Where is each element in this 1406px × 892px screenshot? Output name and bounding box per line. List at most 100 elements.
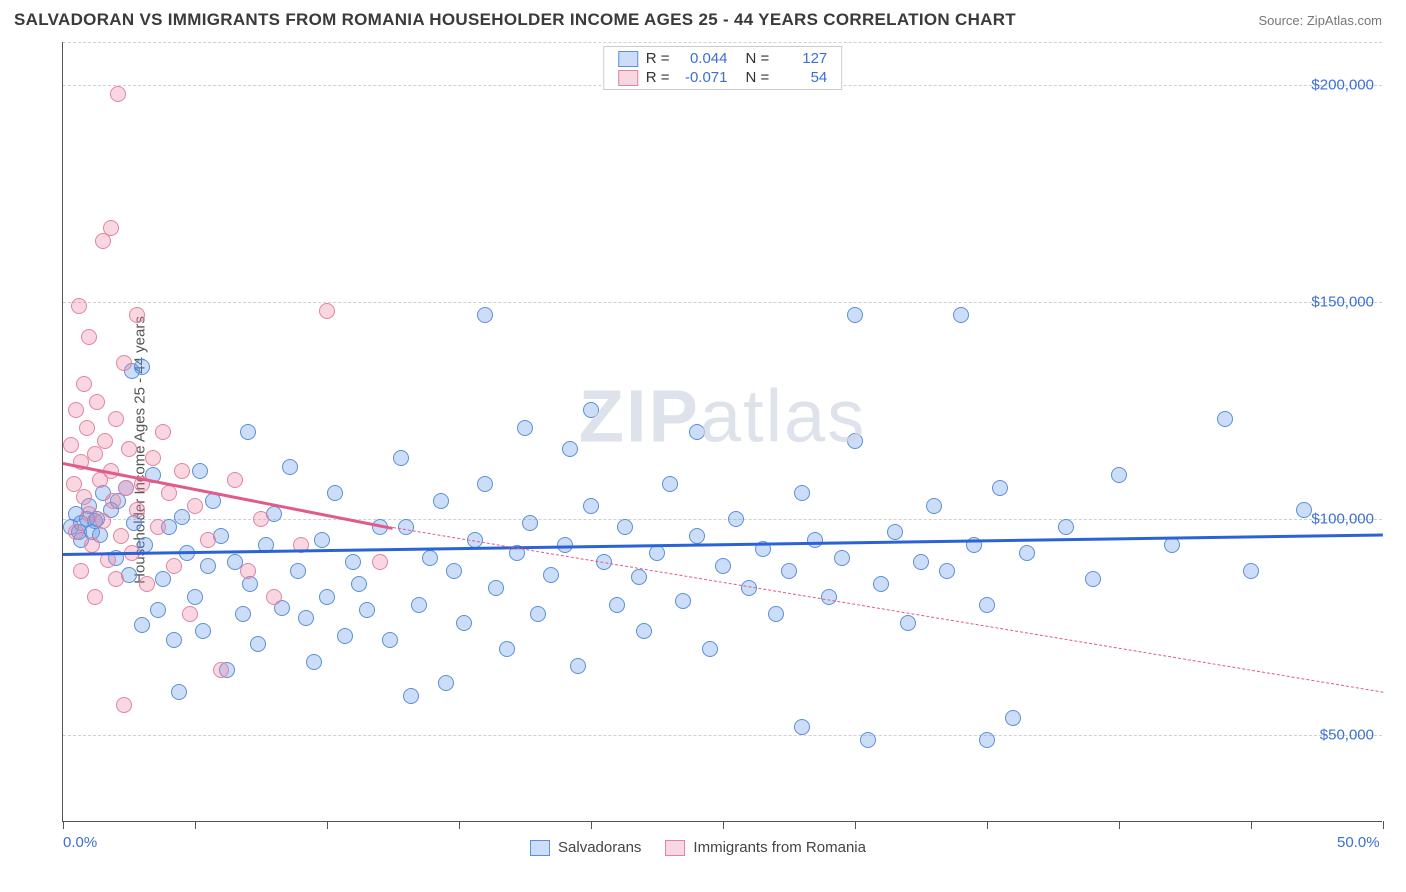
data-point xyxy=(847,433,863,449)
data-point xyxy=(240,563,256,579)
data-point xyxy=(807,532,823,548)
chart-container: Householder Income Ages 25 - 44 years ZI… xyxy=(14,42,1382,858)
data-point xyxy=(171,684,187,700)
data-point xyxy=(649,545,665,561)
data-point xyxy=(166,558,182,574)
data-point xyxy=(1111,467,1127,483)
x-tick-label: 50.0% xyxy=(1337,834,1380,851)
r-value-series1: 0.044 xyxy=(678,50,728,67)
data-point xyxy=(979,597,995,613)
n-value-series1: 127 xyxy=(777,50,827,67)
data-point xyxy=(953,307,969,323)
x-tick xyxy=(855,821,856,829)
data-point xyxy=(121,441,137,457)
data-point xyxy=(166,632,182,648)
x-tick xyxy=(195,821,196,829)
data-point xyxy=(200,558,216,574)
data-point xyxy=(337,628,353,644)
data-point xyxy=(182,606,198,622)
data-point xyxy=(1243,563,1259,579)
y-tick-label: $200,000 xyxy=(1311,77,1374,94)
data-point xyxy=(235,606,251,622)
data-point xyxy=(768,606,784,622)
data-point xyxy=(834,550,850,566)
data-point xyxy=(306,654,322,670)
chart-title: SALVADORAN VS IMMIGRANTS FROM ROMANIA HO… xyxy=(14,10,1016,30)
data-point xyxy=(213,662,229,678)
data-point xyxy=(781,563,797,579)
data-point xyxy=(134,359,150,375)
data-point xyxy=(71,298,87,314)
data-point xyxy=(174,509,190,525)
y-tick-label: $150,000 xyxy=(1311,294,1374,311)
scatter-plot: ZIPatlas R = 0.044 N = 127 R = -0.071 N … xyxy=(62,42,1382,822)
data-point xyxy=(205,493,221,509)
data-point xyxy=(636,623,652,639)
x-tick xyxy=(1383,821,1384,829)
data-point xyxy=(351,576,367,592)
data-point xyxy=(108,411,124,427)
data-point xyxy=(314,532,330,548)
data-point xyxy=(662,476,678,492)
data-point xyxy=(345,554,361,570)
data-point xyxy=(76,489,92,505)
data-point xyxy=(583,498,599,514)
legend-row-series2: R = -0.071 N = 54 xyxy=(604,68,842,87)
data-point xyxy=(979,732,995,748)
data-point xyxy=(139,576,155,592)
data-point xyxy=(103,220,119,236)
data-point xyxy=(422,550,438,566)
data-point xyxy=(150,602,166,618)
data-point xyxy=(150,519,166,535)
x-tick xyxy=(723,821,724,829)
data-point xyxy=(327,485,343,501)
data-point xyxy=(298,610,314,626)
data-point xyxy=(794,719,810,735)
data-point xyxy=(250,636,266,652)
data-point xyxy=(73,563,89,579)
data-point xyxy=(155,571,171,587)
data-point xyxy=(570,658,586,674)
y-tick-label: $100,000 xyxy=(1311,510,1374,527)
watermark: ZIPatlas xyxy=(579,373,866,458)
swatch-series2-bottom xyxy=(665,840,685,856)
data-point xyxy=(617,519,633,535)
data-point xyxy=(609,597,625,613)
gridline xyxy=(63,735,1382,736)
data-point xyxy=(926,498,942,514)
x-tick xyxy=(459,821,460,829)
data-point xyxy=(1058,519,1074,535)
data-point xyxy=(821,589,837,605)
x-tick xyxy=(63,821,64,829)
source-attribution: Source: ZipAtlas.com xyxy=(1258,13,1382,28)
data-point xyxy=(1296,502,1312,518)
data-point xyxy=(372,554,388,570)
data-point xyxy=(97,433,113,449)
data-point xyxy=(689,528,705,544)
data-point xyxy=(689,424,705,440)
data-point xyxy=(290,563,306,579)
data-point xyxy=(105,493,121,509)
data-point xyxy=(583,402,599,418)
data-point xyxy=(76,376,92,392)
data-point xyxy=(84,537,100,553)
data-point xyxy=(116,697,132,713)
data-point xyxy=(187,589,203,605)
data-point xyxy=(81,329,97,345)
data-point xyxy=(702,641,718,657)
data-point xyxy=(543,567,559,583)
data-point xyxy=(522,515,538,531)
data-point xyxy=(68,524,84,540)
series-legend: Salvadorans Immigrants from Romania xyxy=(530,839,866,856)
data-point xyxy=(95,513,111,529)
legend-row-series1: R = 0.044 N = 127 xyxy=(604,49,842,68)
swatch-series1 xyxy=(618,51,638,67)
data-point xyxy=(192,463,208,479)
correlation-legend: R = 0.044 N = 127 R = -0.071 N = 54 xyxy=(603,46,843,90)
x-tick xyxy=(327,821,328,829)
data-point xyxy=(530,606,546,622)
data-point xyxy=(456,615,472,631)
data-point xyxy=(728,511,744,527)
data-point xyxy=(562,441,578,457)
data-point xyxy=(433,493,449,509)
